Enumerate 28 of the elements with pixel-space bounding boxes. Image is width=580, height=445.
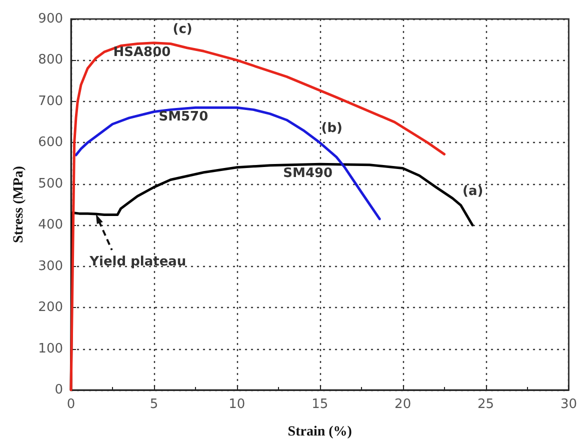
x-tick-label: 15 — [312, 397, 328, 412]
y-tick-label: 200 — [38, 300, 63, 316]
x-tick-label: 10 — [228, 397, 246, 412]
y-tick-label: 100 — [38, 341, 63, 356]
y-tick-label: 700 — [38, 94, 63, 109]
y-tick-label: 600 — [38, 135, 63, 150]
x-tick-label: 25 — [478, 397, 494, 412]
series-label: SM570 — [158, 110, 208, 125]
y-tick-label: 800 — [38, 52, 63, 68]
y-tick-label: 900 — [38, 12, 63, 26]
y-tick-label: 500 — [38, 176, 63, 192]
x-tick-label: 5 — [150, 397, 158, 412]
annotation: (c) — [172, 22, 192, 38]
y-axis-title: Stress (MPa) — [12, 166, 26, 244]
line-series — [70, 42, 446, 392]
series-label: HSA800 — [113, 44, 171, 60]
annotation: (b) — [321, 121, 342, 136]
line-series — [74, 106, 381, 220]
annotation: (a) — [462, 184, 484, 199]
y-tick-label: 0 — [54, 382, 63, 398]
series-label: SM490 — [283, 166, 333, 182]
annotation: Yield plateau — [88, 254, 186, 270]
y-tick-label: 400 — [38, 218, 63, 233]
x-tick-label: 30 — [560, 397, 577, 412]
x-axis-title: Strain (%) — [288, 424, 352, 440]
x-tick-label: 20 — [394, 397, 412, 412]
x-tick-label: 0 — [66, 397, 76, 412]
y-tick-label: 300 — [38, 258, 63, 274]
